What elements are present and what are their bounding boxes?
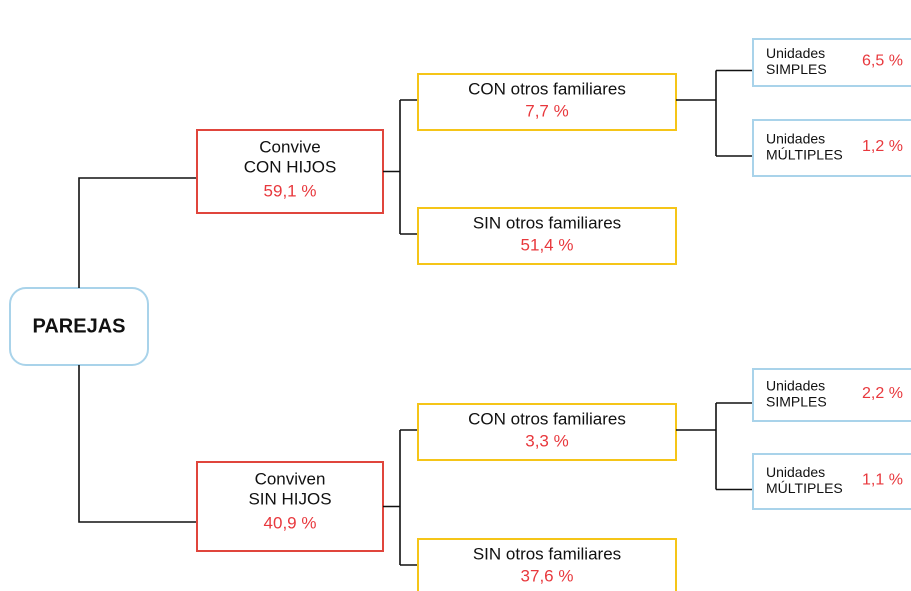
subgroup-box (417, 403, 677, 461)
unit-label: Unidades (766, 45, 825, 61)
group-box (196, 129, 384, 214)
unit-label: MÚLTIPLES (766, 480, 843, 496)
unit-label: SIMPLES (766, 61, 827, 77)
unit-value: 1,1 % (862, 472, 903, 489)
group-label: Conviven (255, 469, 326, 488)
unit-value: 6,5 % (862, 53, 903, 70)
group-value: 59,1 % (264, 181, 317, 200)
unit-box (752, 368, 911, 422)
group-box (196, 461, 384, 552)
unit-value: 2,2 % (862, 385, 903, 402)
connector (676, 69, 753, 157)
group-label: Convive (259, 137, 320, 156)
subgroup-box (417, 207, 677, 265)
connector (383, 99, 418, 235)
unit-box (752, 119, 911, 177)
connector (78, 177, 197, 523)
subgroup-label: CON otros familiares (468, 79, 626, 98)
unit-label: MÚLTIPLES (766, 147, 843, 163)
subgroup-label: SIN otros familiares (473, 544, 621, 563)
group-value: 40,9 % (264, 513, 317, 532)
subgroup-label: CON otros familiares (468, 409, 626, 428)
unit-label: Unidades (766, 464, 825, 480)
unit-box (752, 38, 911, 87)
unit-label: Unidades (766, 378, 825, 394)
subgroup-label: SIN otros familiares (473, 213, 621, 232)
unit-box (752, 453, 911, 510)
group-label: CON HIJOS (244, 157, 337, 176)
subgroup-box (417, 73, 677, 131)
connector (383, 429, 418, 566)
subgroup-value: 7,7 % (525, 101, 568, 120)
subgroup-value: 3,3 % (525, 431, 568, 450)
unit-label: Unidades (766, 131, 825, 147)
connector (676, 402, 753, 491)
group-label: SIN HIJOS (248, 489, 331, 508)
unit-value: 1,2 % (862, 138, 903, 155)
subgroup-box (417, 538, 677, 591)
subgroup-value: 51,4 % (521, 235, 574, 254)
unit-label: SIMPLES (766, 394, 827, 410)
root-label: PAREJAS (33, 315, 126, 337)
subgroup-value: 37,6 % (521, 566, 574, 585)
